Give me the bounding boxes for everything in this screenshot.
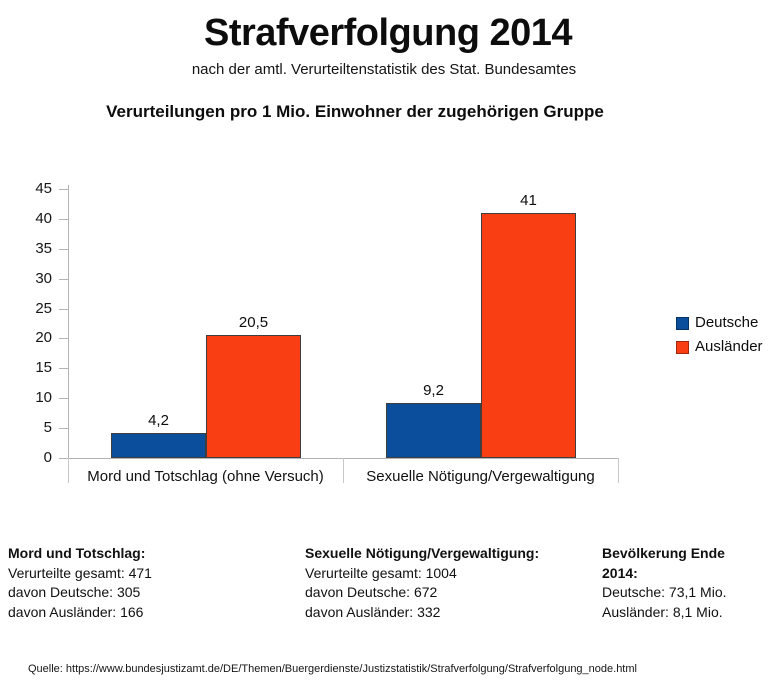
y-axis-tick-label: 15	[35, 359, 52, 376]
legend-swatch-icon	[676, 340, 689, 354]
legend-label: Deutsche	[695, 314, 759, 331]
legend-label: Ausländer	[695, 338, 763, 355]
y-axis-tick	[59, 368, 68, 369]
bar-value-label: 4,2	[148, 412, 169, 429]
bar-chart: 0 5 10 15 20 25 30 35 40 45 Mord und Totschlag (oh…	[35, 180, 619, 485]
footnote-heading: Bevölkerung Ende 2014:	[602, 545, 725, 581]
y-axis-tick-label: 20	[35, 329, 52, 346]
y-axis-tick-label: 5	[43, 419, 52, 436]
y-axis-tick-label: 25	[35, 300, 52, 317]
y-axis-tick	[59, 189, 68, 190]
footnote-line: Verurteilte gesamt: 471	[8, 564, 152, 581]
footnote-line: davon Deutsche: 672	[305, 584, 438, 600]
footnote-mord: Mord und Totschlag: Verurteilte gesamt: …	[8, 544, 288, 622]
x-axis-category-divider	[618, 458, 619, 483]
x-axis-category-label: Mord und Totschlag (ohne Versuch)	[87, 468, 324, 485]
source-url-text: Quelle: https://www.bundesjustizamt.de/D…	[28, 663, 637, 675]
legend-swatch-icon	[676, 316, 689, 330]
bar-value-label: 9,2	[423, 382, 444, 399]
bar-auslaender	[206, 335, 301, 458]
y-axis-tick	[59, 249, 68, 250]
footnote-heading: Sexuelle Nötigung/Vergewaltigung:	[305, 545, 540, 561]
bar-deutsche	[111, 433, 206, 458]
y-axis-tick-label: 10	[35, 389, 52, 406]
y-axis-line	[68, 185, 69, 459]
bar-deutsche	[386, 403, 481, 458]
footnote-line: davon Ausländer: 166	[8, 603, 144, 620]
y-axis-tick	[59, 398, 68, 399]
y-axis-tick	[59, 428, 68, 429]
chart-title: Verurteilungen pro 1 Mio. Einwohner der …	[106, 102, 604, 121]
y-axis-tick-label: 30	[35, 270, 52, 287]
x-axis-category-divider	[343, 458, 344, 483]
y-axis-tick-label: 40	[35, 210, 52, 227]
footnote-line: Verurteilte gesamt: 1004	[305, 564, 457, 581]
footnote-line: Deutsche: 73,1 Mio.	[602, 584, 727, 600]
y-axis-tick-label: 0	[43, 449, 52, 466]
y-axis-tick	[59, 458, 68, 459]
x-axis-category-divider	[68, 458, 69, 483]
page-title: Strafverfolgung 2014	[204, 12, 573, 54]
page-subtitle: nach der amtl. Verurteiltenstatistik des…	[191, 61, 577, 78]
footnote-line: Ausländer: 8,1 Mio.	[602, 603, 723, 620]
y-axis-tick	[59, 309, 68, 310]
x-axis-category-label: Sexuelle Nötigung/Vergewaltigung	[366, 468, 595, 485]
legend-item: Deutsche	[676, 315, 763, 331]
bar-value-label: 20,5	[238, 314, 269, 331]
legend-item: Ausländer	[676, 339, 763, 355]
chart-legend: Deutsche Ausländer	[676, 315, 763, 363]
y-axis-tick-label: 35	[35, 240, 52, 257]
y-axis-tick	[59, 338, 68, 339]
y-axis-tick	[59, 219, 68, 220]
footnote-line: davon Ausländer: 332	[305, 603, 441, 620]
footnote-heading: Mord und Totschlag:	[8, 545, 146, 561]
footnote-bevoelkerung: Bevölkerung Ende 2014: Deutsche: 73,1 Mi…	[602, 544, 764, 622]
footnote-sexuelle: Sexuelle Nötigung/Vergewaltigung: Verurt…	[305, 544, 595, 622]
y-axis-tick	[59, 279, 68, 280]
bar-value-label: 41	[520, 192, 537, 209]
y-axis-tick-label: 45	[35, 180, 52, 197]
bar-auslaender	[481, 213, 576, 458]
footnote-line: davon Deutsche: 305	[8, 584, 141, 600]
